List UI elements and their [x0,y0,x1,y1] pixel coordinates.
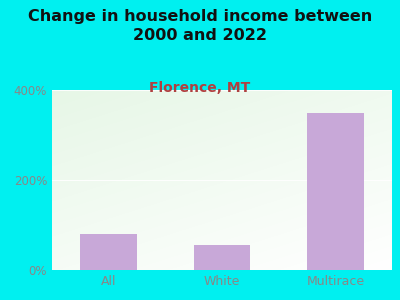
Bar [80,234,137,270]
Bar [194,245,250,270]
Text: Change in household income between
2000 and 2022: Change in household income between 2000 … [28,9,372,43]
Text: Florence, MT: Florence, MT [149,81,251,95]
Bar [307,112,364,270]
